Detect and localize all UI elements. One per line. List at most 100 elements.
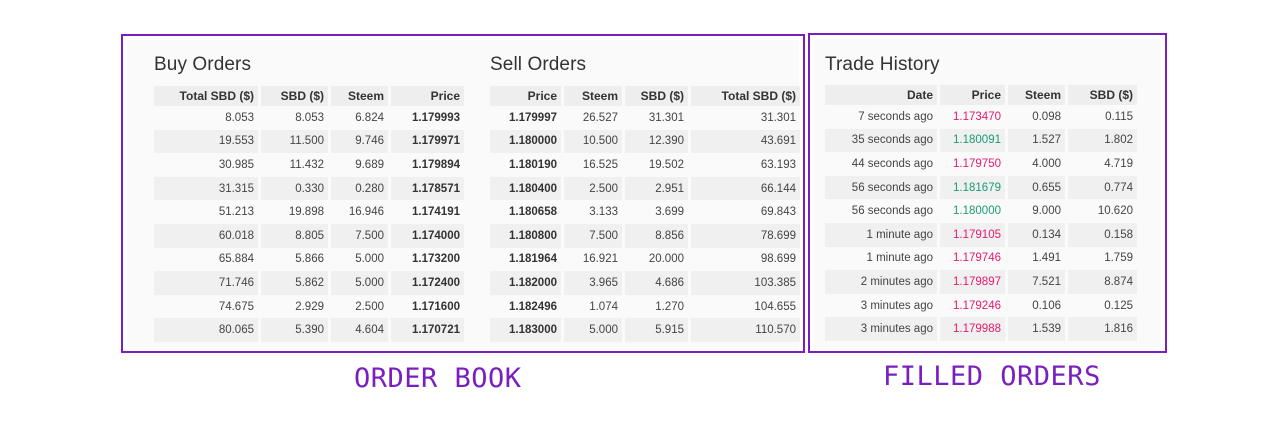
amount-cell: 3.699 (625, 200, 691, 224)
order-row[interactable]: 1.182000 3.965 4.686 103.385 (490, 271, 800, 295)
order-row[interactable]: 19.553 11.500 9.746 1.179971 (154, 129, 464, 154)
amount-cell: 69.843 (691, 200, 800, 224)
order-row[interactable]: 1.182496 1.074 1.270 104.655 (490, 294, 800, 319)
amount-cell: 19.553 (154, 129, 261, 154)
amount-cell: 1.074 (564, 294, 625, 319)
amount-cell: 5.862 (261, 271, 331, 295)
amount-cell: 63.193 (691, 153, 800, 177)
amount-cell: 2.929 (261, 294, 331, 319)
order-row[interactable]: 74.675 2.929 2.500 1.171600 (154, 294, 464, 319)
price-cell: 1.171600 (391, 294, 464, 319)
amount-cell: 51.213 (154, 200, 261, 224)
amount-cell: 20.000 (625, 247, 691, 272)
amount-cell: 6.824 (331, 106, 391, 130)
order-row[interactable]: 65.884 5.866 5.000 1.173200 (154, 247, 464, 272)
order-row[interactable]: 31.315 0.330 0.280 1.178571 (154, 176, 464, 201)
amount-cell: 8.856 (625, 223, 691, 248)
trade-price-cell: 1.173470 (940, 105, 1008, 129)
price-cell: 1.180190 (490, 153, 564, 177)
amount-cell: 4.604 (331, 318, 391, 342)
trade-row: 35 seconds ago 1.180091 1.527 1.802 (825, 128, 1137, 153)
amount-cell: 5.000 (331, 247, 391, 272)
amount-cell: 0.330 (261, 176, 331, 201)
trade-date-cell: 1 minute ago (825, 246, 940, 271)
amount-cell: 66.144 (691, 176, 800, 201)
order-row[interactable]: 30.985 11.432 9.689 1.179894 (154, 153, 464, 177)
trade-date-cell: 3 minutes ago (825, 317, 940, 341)
trade-steem-cell: 0.134 (1008, 222, 1068, 247)
order-row[interactable]: 1.183000 5.000 5.915 110.570 (490, 318, 800, 342)
amount-cell: 80.065 (154, 318, 261, 342)
buy-orders-header-row: Total SBD ($) SBD ($) Steem Price (154, 86, 464, 106)
amount-cell: 103.385 (691, 271, 800, 295)
sell-orders-table: Price Steem SBD ($) Total SBD ($) 1.179997 2… (490, 86, 800, 342)
trade-price-cell: 1.179105 (940, 222, 1008, 247)
order-row[interactable]: 8.053 8.053 6.824 1.179993 (154, 106, 464, 130)
order-row[interactable]: 60.018 8.805 7.500 1.174000 (154, 223, 464, 248)
price-cell: 1.174191 (391, 200, 464, 224)
order-row[interactable]: 1.180190 16.525 19.502 63.193 (490, 153, 800, 177)
amount-cell: 16.946 (331, 200, 391, 224)
column-header: Total SBD ($) (154, 86, 261, 106)
amount-cell: 2.951 (625, 176, 691, 201)
amount-cell: 3.133 (564, 200, 625, 224)
order-row[interactable]: 71.746 5.862 5.000 1.172400 (154, 271, 464, 295)
trade-sbd-cell: 4.719 (1068, 152, 1137, 176)
trade-price-cell: 1.180000 (940, 199, 1008, 223)
price-cell: 1.180400 (490, 176, 564, 201)
amount-cell: 60.018 (154, 223, 261, 248)
sell-orders-header-row: Price Steem SBD ($) Total SBD ($) (490, 86, 800, 106)
order-row[interactable]: 1.180658 3.133 3.699 69.843 (490, 200, 800, 224)
order-row[interactable]: 1.180000 10.500 12.390 43.691 (490, 129, 800, 154)
trade-steem-cell: 0.098 (1008, 105, 1068, 129)
amount-cell: 5.866 (261, 247, 331, 272)
trade-date-cell: 1 minute ago (825, 222, 940, 247)
trade-history-header-row: Date Price Steem SBD ($) (825, 85, 1137, 105)
trade-row: 1 minute ago 1.179105 0.134 0.158 (825, 222, 1137, 247)
column-header: Date (825, 85, 940, 105)
order-row[interactable]: 1.181964 16.921 20.000 98.699 (490, 247, 800, 272)
amount-cell: 65.884 (154, 247, 261, 272)
amount-cell: 7.500 (331, 223, 391, 248)
order-row[interactable]: 1.180400 2.500 2.951 66.144 (490, 176, 800, 201)
trade-row: 7 seconds ago 1.173470 0.098 0.115 (825, 105, 1137, 129)
trade-row: 3 minutes ago 1.179246 0.106 0.125 (825, 293, 1137, 318)
price-cell: 1.174000 (391, 223, 464, 248)
order-row[interactable]: 80.065 5.390 4.604 1.170721 (154, 318, 464, 342)
column-header: SBD ($) (1068, 85, 1137, 105)
trade-date-cell: 35 seconds ago (825, 128, 940, 153)
order-row[interactable]: 51.213 19.898 16.946 1.174191 (154, 200, 464, 224)
trade-sbd-cell: 1.802 (1068, 128, 1137, 153)
amount-cell: 4.686 (625, 271, 691, 295)
amount-cell: 31.315 (154, 176, 261, 201)
trade-row: 2 minutes ago 1.179897 7.521 8.874 (825, 270, 1137, 294)
order-row[interactable]: 1.180800 7.500 8.856 78.699 (490, 223, 800, 248)
amount-cell: 5.915 (625, 318, 691, 342)
amount-cell: 10.500 (564, 129, 625, 154)
price-cell: 1.172400 (391, 271, 464, 295)
price-cell: 1.180800 (490, 223, 564, 248)
price-cell: 1.181964 (490, 247, 564, 272)
amount-cell: 9.689 (331, 153, 391, 177)
amount-cell: 2.500 (564, 176, 625, 201)
amount-cell: 110.570 (691, 318, 800, 342)
trade-date-cell: 56 seconds ago (825, 199, 940, 223)
price-cell: 1.179997 (490, 106, 564, 130)
order-row[interactable]: 1.179997 26.527 31.301 31.301 (490, 106, 800, 130)
order-book-panel: Buy Orders Total SBD ($) SBD ($) Steem Pric… (121, 34, 805, 353)
trade-steem-cell: 0.106 (1008, 293, 1068, 318)
trade-price-cell: 1.179897 (940, 270, 1008, 294)
column-header: SBD ($) (625, 86, 691, 106)
price-cell: 1.178571 (391, 176, 464, 201)
amount-cell: 74.675 (154, 294, 261, 319)
trade-price-cell: 1.179750 (940, 152, 1008, 176)
amount-cell: 11.432 (261, 153, 331, 177)
amount-cell: 16.525 (564, 153, 625, 177)
trade-date-cell: 2 minutes ago (825, 270, 940, 294)
amount-cell: 9.746 (331, 129, 391, 154)
amount-cell: 7.500 (564, 223, 625, 248)
amount-cell: 12.390 (625, 129, 691, 154)
buy-orders-title: Buy Orders (154, 54, 252, 75)
price-cell: 1.179971 (391, 129, 464, 154)
amount-cell: 0.280 (331, 176, 391, 201)
